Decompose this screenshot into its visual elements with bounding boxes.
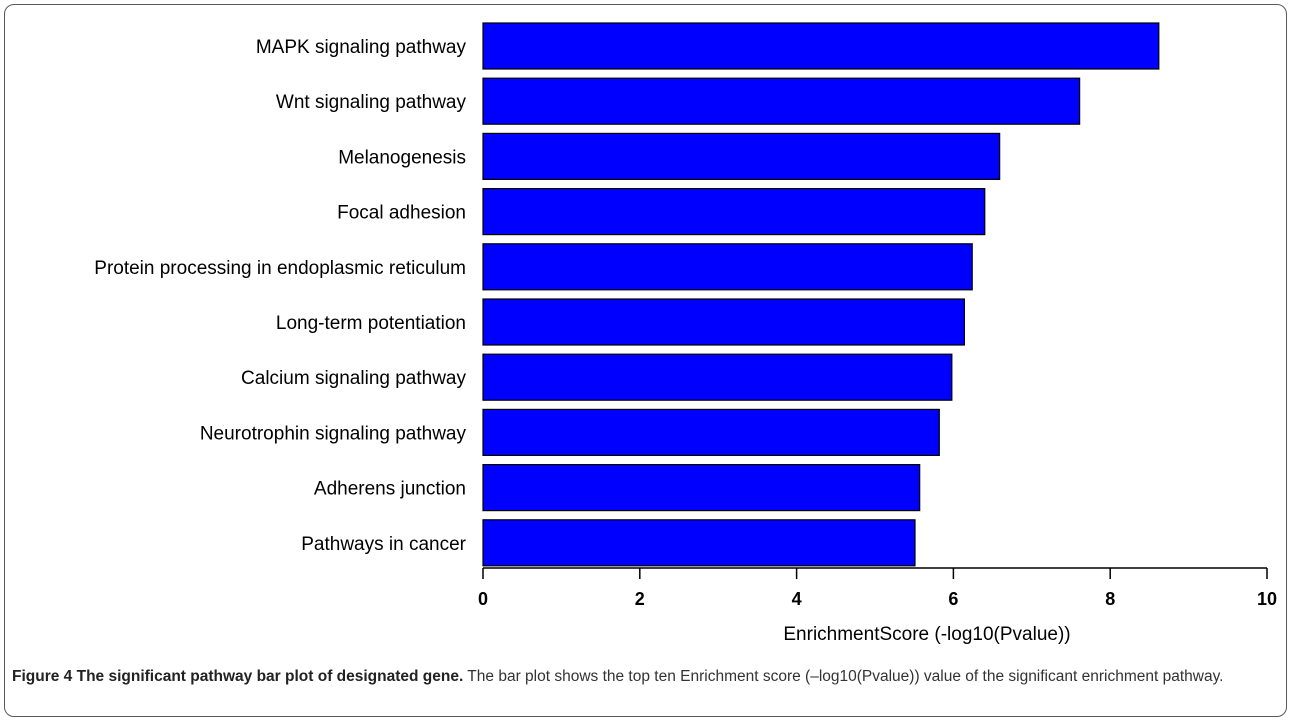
bars-group: [482, 22, 1160, 567]
x-axis-title: EnrichmentScore (-log10(Pvalue)): [783, 624, 1070, 645]
bar: [482, 353, 953, 401]
caption-title: Figure 4 The significant pathway bar plo…: [12, 668, 464, 685]
category-label: Long-term potentiation: [276, 313, 466, 334]
bar: [482, 464, 921, 512]
category-label: Neurotrophin signaling pathway: [200, 423, 467, 444]
caption-text: The bar plot shows the top ten Enrichmen…: [463, 668, 1224, 685]
x-axis: 0 2 4 6 8 10: [478, 567, 1277, 609]
x-tick-label: 0: [478, 589, 488, 609]
bar: [482, 132, 1001, 180]
category-label: Focal adhesion: [337, 203, 466, 224]
category-label: MAPK signaling pathway: [256, 37, 467, 58]
category-label: Adherens junction: [314, 479, 466, 500]
bar: [482, 519, 916, 567]
x-tick-label: 10: [1257, 589, 1277, 609]
x-tick-label: 2: [635, 589, 645, 609]
figure-caption: Figure 4 The significant pathway bar plo…: [12, 665, 1274, 689]
category-label: Protein processing in endoplasmic reticu…: [94, 258, 466, 279]
bar: [482, 188, 986, 236]
x-tick-label: 4: [792, 589, 802, 609]
category-labels: MAPK signaling pathway Wnt signaling path…: [94, 37, 466, 555]
category-label: Melanogenesis: [338, 147, 466, 168]
category-label: Calcium signaling pathway: [241, 368, 466, 389]
bar: [482, 22, 1160, 70]
bar: [482, 243, 973, 291]
bar: [482, 298, 965, 346]
bar: [482, 77, 1081, 125]
category-label: Pathways in cancer: [301, 534, 466, 555]
category-label: Wnt signaling pathway: [276, 92, 467, 113]
bar-chart: MAPK signaling pathway Wnt signaling path…: [94, 22, 1277, 645]
bar: [482, 408, 940, 456]
x-tick-label: 6: [948, 589, 958, 609]
x-tick-label: 8: [1105, 589, 1115, 609]
